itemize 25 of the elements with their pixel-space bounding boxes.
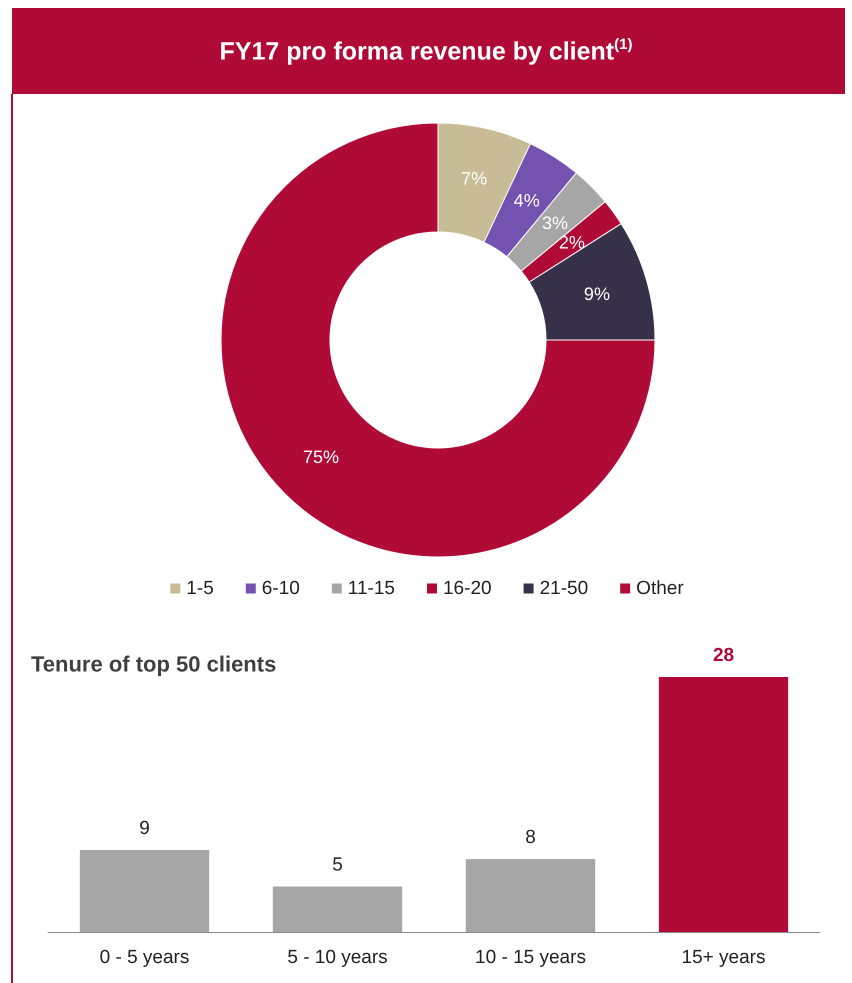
legend-label: 6-10 (262, 578, 300, 599)
legend-label: 21-50 (540, 578, 588, 599)
legend-label: Other (636, 578, 684, 599)
data-label: 75% (302, 447, 339, 468)
data-label: 28 (712, 645, 734, 666)
data-label: 8 (525, 827, 536, 848)
legend-label: 11-15 (348, 578, 395, 599)
data-label: 2% (558, 232, 585, 253)
bar (466, 859, 596, 932)
data-label: 9 (139, 818, 150, 840)
data-label: 5 (332, 854, 343, 876)
bar (658, 677, 788, 932)
legend-label: 1-5 (186, 578, 214, 599)
chart-title: Tenure of top 50 clients (31, 652, 276, 676)
x-tick-label: 15+ years (682, 947, 766, 968)
data-label: 4% (514, 190, 540, 210)
x-tick-label: 0 - 5 years (100, 947, 190, 968)
legend-label: 16-20 (442, 578, 492, 599)
data-label: 9% (584, 284, 610, 304)
bar (272, 886, 402, 932)
data-label: 7% (461, 168, 488, 188)
bar (80, 850, 210, 932)
x-tick-label: 5 - 10 years (287, 947, 388, 968)
x-tick-label: 10 - 15 years (475, 947, 586, 968)
data-label: 3% (542, 212, 568, 233)
